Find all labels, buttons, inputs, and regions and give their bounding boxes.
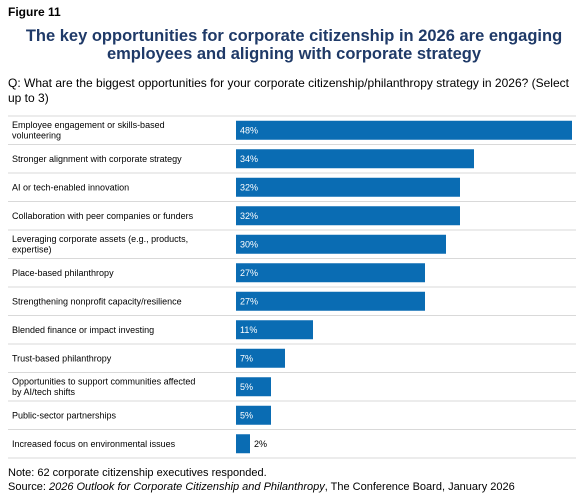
bar bbox=[236, 377, 271, 397]
value-label: 7% bbox=[240, 353, 253, 363]
bar bbox=[236, 177, 460, 197]
value-label: 34% bbox=[240, 154, 258, 164]
category-label: Blended finance or impact investing bbox=[12, 325, 154, 335]
source-suffix: , The Conference Board, January 2026 bbox=[324, 481, 515, 493]
value-label: 32% bbox=[240, 211, 258, 221]
value-label: 2% bbox=[254, 439, 267, 449]
bar bbox=[236, 291, 425, 311]
category-label: Public-sector partnerships bbox=[12, 410, 117, 420]
bar bbox=[236, 263, 425, 283]
category-label: Leveraging corporate assets (e.g., produ… bbox=[12, 234, 188, 255]
bar bbox=[236, 405, 271, 425]
bar bbox=[236, 434, 250, 454]
category-label: Place-based philanthropy bbox=[12, 268, 114, 278]
category-label: Collaboration with peer companies or fun… bbox=[12, 211, 194, 221]
value-label: 30% bbox=[240, 239, 258, 249]
category-label: Opportunities to support communities aff… bbox=[12, 377, 195, 398]
category-label: AI or tech-enabled innovation bbox=[12, 182, 129, 192]
value-label: 32% bbox=[240, 182, 258, 192]
chart-title-line-1: The key opportunities for corporate citi… bbox=[25, 27, 563, 45]
bar bbox=[236, 206, 460, 226]
value-label: 5% bbox=[240, 410, 253, 420]
figure-label: Figure 11 bbox=[8, 5, 61, 19]
bar bbox=[236, 320, 313, 340]
chart-title-line-2: employees and aligning with corporate st… bbox=[106, 45, 482, 63]
category-label: Trust-based philanthropy bbox=[12, 353, 112, 363]
value-label: 5% bbox=[240, 382, 253, 392]
value-label: 48% bbox=[240, 125, 258, 135]
bar bbox=[236, 120, 572, 140]
bar bbox=[236, 149, 474, 169]
chart-source: Source: 2026 Outlook for Corporate Citiz… bbox=[8, 480, 515, 494]
bar bbox=[236, 348, 285, 368]
chart-note: Note: 62 corporate citizenship executive… bbox=[8, 467, 267, 479]
category-label: Stronger alignment with corporate strate… bbox=[12, 154, 182, 164]
bar bbox=[236, 234, 446, 254]
value-label: 11% bbox=[240, 325, 257, 335]
value-label: 27% bbox=[240, 296, 258, 306]
category-label: Strengthening nonprofit capacity/resilie… bbox=[12, 296, 182, 306]
source-publication: 2026 Outlook for Corporate Citizenship a… bbox=[48, 481, 325, 493]
value-label: 27% bbox=[240, 268, 258, 278]
survey-question: Q: What are the biggest opportunities fo… bbox=[8, 76, 569, 105]
source-prefix: Source: bbox=[8, 481, 49, 493]
chart-title: The key opportunities for corporate citi… bbox=[0, 27, 588, 63]
category-label: Employee engagement or skills-based volun… bbox=[12, 120, 165, 141]
category-label: Increased focus on environmental issues bbox=[12, 439, 176, 449]
